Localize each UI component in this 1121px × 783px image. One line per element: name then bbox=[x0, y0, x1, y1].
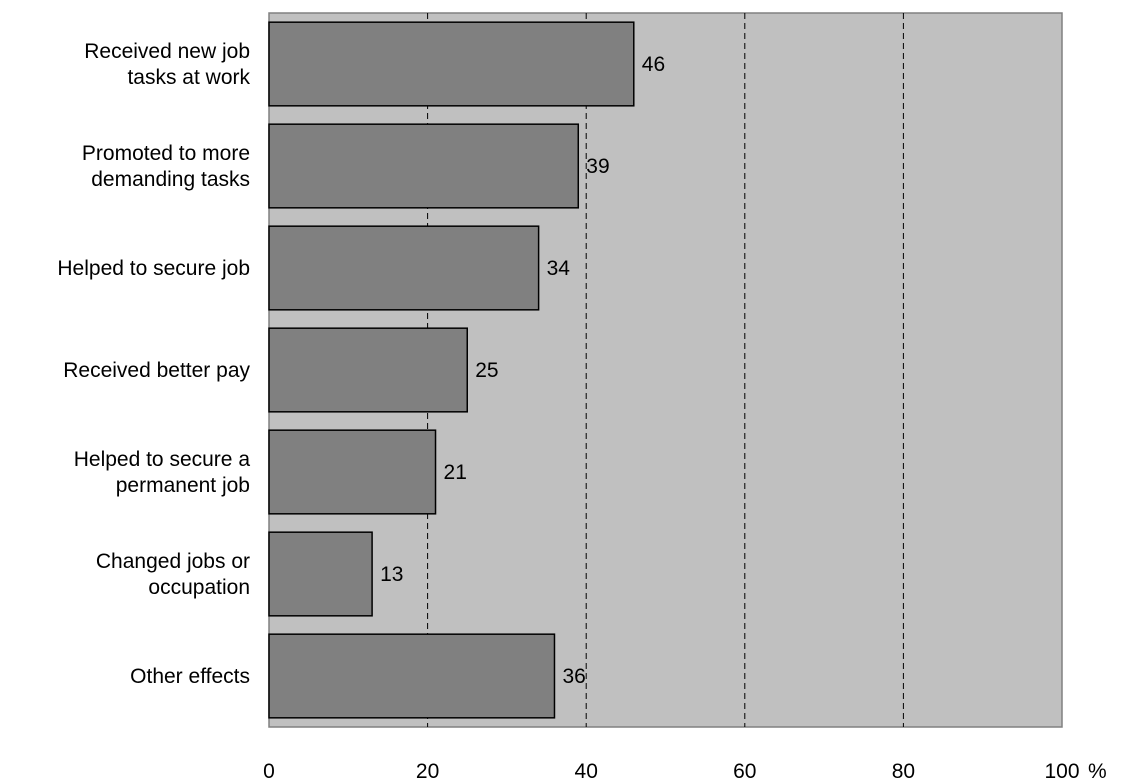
category-label-line: Other effects bbox=[130, 665, 250, 688]
bar-value-label: 25 bbox=[475, 359, 498, 382]
category-label-line: Promoted to more bbox=[82, 142, 250, 165]
category-label: Received new job tasks at work bbox=[84, 40, 250, 89]
category-labels: Received new job tasks at work Promoted to… bbox=[57, 40, 250, 688]
category-label-line: Changed jobs or bbox=[96, 550, 250, 573]
category-label-line: Helped to secure a bbox=[74, 448, 251, 471]
category-label-line: occupation bbox=[148, 576, 250, 599]
bar bbox=[268, 531, 373, 617]
category-label: Promoted to more demanding tasks bbox=[82, 142, 250, 191]
x-tick-label: 100 bbox=[1044, 760, 1079, 783]
category-label-line: Received better pay bbox=[63, 359, 250, 382]
x-tick-label: 60 bbox=[733, 760, 756, 783]
bar-value-label: 21 bbox=[444, 461, 467, 484]
bar bbox=[268, 21, 635, 107]
bar-value-label: 13 bbox=[380, 563, 403, 586]
x-tick-label: 40 bbox=[575, 760, 598, 783]
x-tick-label: 0 bbox=[263, 760, 275, 783]
x-axis-tick-labels: 0 20 40 60 80 100 bbox=[263, 760, 1079, 783]
bar bbox=[268, 327, 468, 413]
x-axis-unit-label: % bbox=[1088, 760, 1107, 783]
category-label: Changed jobs or occupation bbox=[96, 550, 250, 599]
bar bbox=[268, 429, 437, 515]
bar-value-label: 36 bbox=[562, 665, 585, 688]
category-label-line: Helped to secure job bbox=[57, 257, 250, 280]
category-label: Helped to secure job bbox=[57, 257, 250, 280]
bar-value-label: 46 bbox=[642, 53, 665, 76]
category-label-line: permanent job bbox=[116, 474, 250, 497]
category-label-line: Received new job bbox=[84, 40, 250, 63]
category-label-line: demanding tasks bbox=[91, 168, 250, 191]
category-label: Other effects bbox=[130, 665, 250, 688]
bar-value-label: 39 bbox=[586, 155, 609, 178]
bars bbox=[268, 21, 635, 719]
gridlines bbox=[427, 13, 904, 727]
x-tick-label: 20 bbox=[416, 760, 439, 783]
value-labels: 46 39 34 25 21 13 36 bbox=[380, 53, 665, 688]
category-label-line: tasks at work bbox=[127, 66, 250, 89]
bar bbox=[268, 123, 580, 209]
bar-value-label: 34 bbox=[547, 257, 571, 280]
category-label: Received better pay bbox=[63, 359, 250, 382]
bar bbox=[268, 225, 540, 311]
bar bbox=[268, 633, 556, 719]
category-label: Helped to secure a permanent job bbox=[74, 448, 251, 497]
x-tick-label: 80 bbox=[892, 760, 915, 783]
